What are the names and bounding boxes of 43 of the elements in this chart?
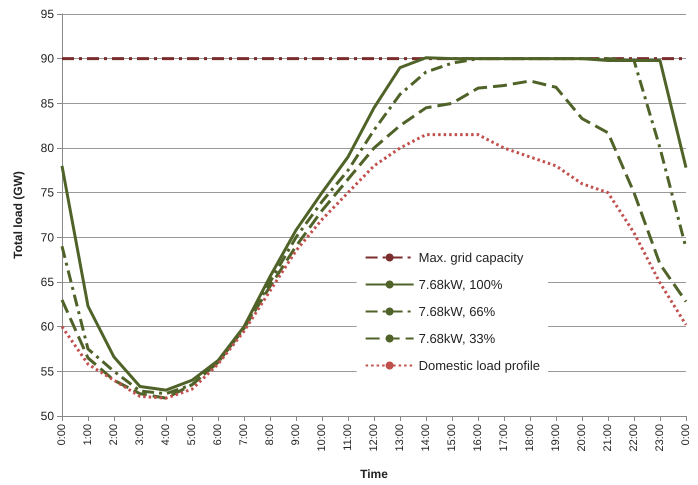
y-tick-label: 55 (40, 364, 54, 378)
x-tick-label: 0:00 (680, 424, 692, 446)
x-tick-label: 2:00 (108, 424, 120, 446)
x-tick-label: 10:00 (316, 424, 328, 452)
x-tick-label: 12:00 (368, 424, 380, 452)
line-series (60, 133, 688, 400)
y-tick-label: 80 (40, 141, 54, 155)
x-tick-label: 7:00 (238, 424, 250, 446)
x-tick-label: 1:00 (82, 424, 94, 446)
x-tick-label: 5:00 (186, 424, 198, 446)
legend-label: 7.68kW, 66% (418, 304, 496, 319)
y-tick-label: 85 (40, 96, 54, 110)
y-tick-label: 75 (40, 186, 54, 200)
legend-label: Max. grid capacity (418, 250, 524, 265)
y-tick-label: 90 (40, 52, 54, 66)
x-tick-label: 13:00 (394, 424, 406, 452)
y-tick-label: 60 (40, 320, 54, 334)
x-tick-label: 15:00 (446, 424, 458, 452)
y-tick-label: 65 (40, 275, 54, 289)
y-axis-title: Total load (GW) (11, 171, 25, 259)
x-tick-label: 4:00 (160, 424, 172, 446)
x-tick-label: 21:00 (602, 424, 614, 452)
y-tick-label: 95 (40, 7, 54, 21)
x-tick-label: 6:00 (212, 424, 224, 446)
x-tick-label: 22:00 (628, 424, 640, 452)
x-tick-label: 23:00 (654, 424, 666, 452)
legend-label: 7.68kW, 100% (418, 277, 503, 292)
x-tick-label: 20:00 (576, 424, 588, 452)
x-tick-label: 18:00 (524, 424, 536, 452)
y-tick-label: 50 (40, 409, 54, 423)
x-tick-label: 16:00 (472, 424, 484, 452)
x-tick-label: 19:00 (550, 424, 562, 452)
x-tick-label: 11:00 (342, 424, 354, 451)
y-tick-label: 70 (40, 230, 54, 244)
x-tick-label: 3:00 (134, 424, 146, 446)
x-tick-label: 17:00 (498, 424, 510, 452)
legend-label: 7.68kW, 33% (418, 331, 496, 346)
x-tick-label: 8:00 (264, 424, 276, 446)
legend-label: Domestic load profile (418, 358, 540, 373)
x-axis-title: Time (360, 467, 388, 481)
x-tick-label: 0:00 (56, 424, 68, 446)
x-tick-label: 9:00 (290, 424, 302, 446)
x-tick-label: 14:00 (420, 424, 432, 452)
